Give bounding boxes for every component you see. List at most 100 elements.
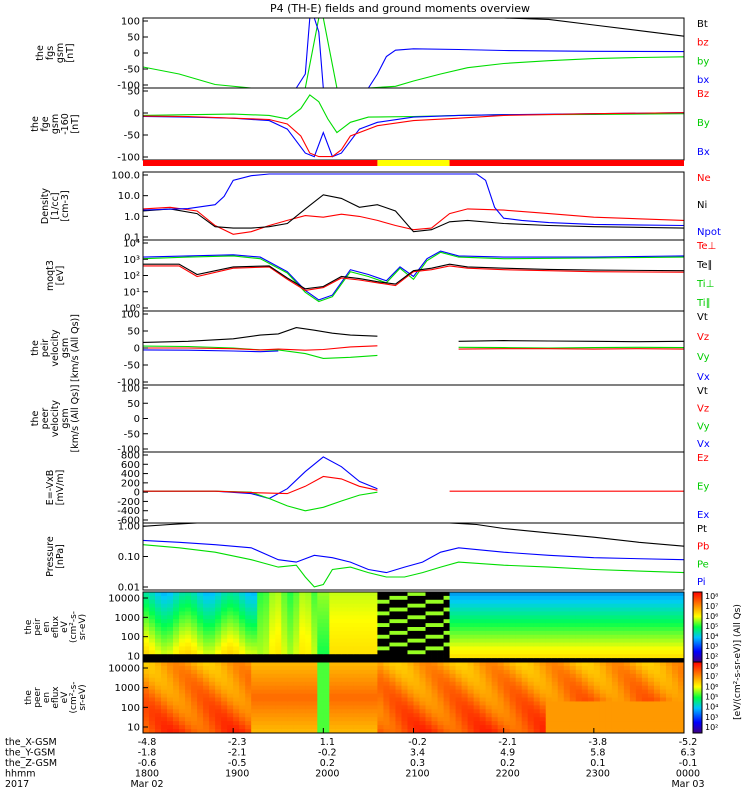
spectrogram-cell bbox=[191, 627, 198, 632]
spectrogram-cell bbox=[557, 669, 565, 675]
series-line bbox=[143, 18, 684, 88]
spectrogram-cell bbox=[677, 646, 685, 651]
spectrogram-cell bbox=[395, 681, 402, 687]
spectrogram-cell bbox=[341, 713, 348, 718]
spectrogram-cell bbox=[335, 693, 342, 698]
spectrogram-cell bbox=[623, 705, 631, 710]
spectrogram-cell bbox=[317, 619, 324, 624]
spectrogram-cell bbox=[431, 705, 438, 710]
spectrogram-cell bbox=[191, 634, 198, 640]
spectrogram-cell bbox=[521, 685, 529, 691]
spectrogram-cell bbox=[419, 634, 426, 640]
spectrogram-cell bbox=[371, 677, 378, 683]
spectrogram-cell bbox=[305, 619, 312, 624]
spectrogram-cell bbox=[569, 619, 577, 624]
spectrogram-cell bbox=[629, 654, 637, 659]
y-tick-label: 100 bbox=[121, 310, 140, 321]
spectrogram-cell bbox=[467, 592, 475, 597]
spectrogram-cell bbox=[623, 713, 631, 718]
spectrogram-cell bbox=[311, 685, 318, 691]
spectrogram-cell bbox=[203, 689, 210, 694]
spectrogram-cell bbox=[611, 665, 619, 671]
spectrogram-cell bbox=[623, 634, 631, 640]
spectrogram-cell bbox=[647, 681, 655, 687]
spectrogram-cell bbox=[485, 642, 493, 647]
spectrogram-cell bbox=[425, 623, 432, 628]
spectrogram-cell bbox=[335, 685, 342, 691]
axis-row-value: 1.1 bbox=[320, 737, 335, 748]
spectrogram-cell bbox=[653, 634, 661, 640]
spectrogram-cell bbox=[413, 654, 420, 659]
spectrogram-cell bbox=[515, 595, 523, 601]
spectrogram-cell bbox=[527, 650, 535, 655]
spectrogram-cell bbox=[473, 725, 481, 730]
spectrogram-cell bbox=[431, 697, 438, 702]
spectrogram-cell bbox=[569, 646, 577, 651]
spectrogram-cell bbox=[653, 650, 661, 655]
spectrogram-cell bbox=[347, 665, 354, 671]
spectrogram-cell bbox=[203, 599, 210, 605]
spectrogram-cell bbox=[677, 669, 685, 675]
panel-frame bbox=[142, 384, 685, 453]
spectrogram-cell bbox=[275, 697, 282, 702]
spectrogram-cell bbox=[485, 701, 493, 706]
spectrogram-cell bbox=[545, 697, 553, 702]
spectrogram-cell bbox=[323, 595, 330, 601]
spectrogram-cell bbox=[209, 642, 216, 647]
spectrogram-cell bbox=[341, 619, 348, 624]
spectrogram-cell bbox=[521, 638, 529, 643]
spectrogram-cell bbox=[233, 638, 240, 643]
spectrogram-cell bbox=[611, 646, 619, 651]
spectrogram-cell bbox=[269, 685, 276, 691]
spectrogram-cell bbox=[677, 725, 685, 730]
spectrogram-cell bbox=[371, 658, 378, 663]
spectrogram-cell bbox=[389, 599, 396, 605]
spectrogram-cell bbox=[239, 685, 246, 691]
spectrogram-cell bbox=[245, 705, 252, 710]
spectrogram-cell bbox=[293, 627, 300, 632]
spectrogram-cell bbox=[491, 607, 499, 612]
spectrogram-cell bbox=[473, 705, 481, 710]
y-axis-label: Density bbox=[40, 188, 51, 224]
spectrogram-cell bbox=[671, 693, 679, 698]
y-axis-label: the bbox=[30, 116, 41, 132]
spectrogram-cell bbox=[389, 705, 396, 710]
spectrogram-cell bbox=[605, 603, 613, 608]
spectrogram-cell bbox=[239, 709, 246, 714]
spectrogram-cell bbox=[197, 721, 204, 726]
y-tick-label: -50 bbox=[124, 131, 140, 142]
spectrogram-cell bbox=[653, 623, 661, 628]
spectrogram-cell bbox=[215, 669, 222, 675]
panel-series-group bbox=[143, 456, 684, 512]
spectrogram-cell bbox=[221, 658, 228, 663]
spectrogram-cell bbox=[407, 607, 414, 612]
spectrogram-cell bbox=[533, 673, 541, 679]
spectrogram-cell bbox=[191, 611, 198, 616]
spectrogram-cell bbox=[245, 689, 252, 694]
spectrogram-cell bbox=[359, 709, 366, 714]
spectrogram-cell bbox=[635, 595, 643, 601]
spectrogram-cell bbox=[641, 662, 649, 667]
spectrogram-cell bbox=[347, 709, 354, 714]
spectrogram-cell bbox=[299, 665, 306, 671]
spectrogram-cell bbox=[401, 729, 408, 734]
spectrogram-cell bbox=[185, 669, 192, 675]
spectrogram-cell bbox=[497, 717, 505, 722]
spectrogram-cell bbox=[629, 713, 637, 718]
spectrogram-cell bbox=[473, 650, 481, 655]
spectrogram-cell bbox=[671, 646, 679, 651]
spectrogram-cell bbox=[551, 669, 559, 675]
spectrogram-cell bbox=[359, 693, 366, 698]
spectrogram-cell bbox=[593, 638, 601, 643]
spectrogram-cell bbox=[347, 595, 354, 601]
axis-row-value: -0.5 bbox=[228, 758, 247, 769]
spectrogram-cell bbox=[413, 646, 420, 651]
spectrogram-cell bbox=[677, 665, 685, 671]
spectrogram-cell bbox=[221, 627, 228, 632]
spectrogram-cell bbox=[197, 646, 204, 651]
spectrogram-cell bbox=[191, 681, 198, 687]
spectrogram-cell bbox=[671, 627, 679, 632]
spectrogram-cell bbox=[185, 689, 192, 694]
spectrogram-cell bbox=[485, 677, 493, 683]
spectrogram-cell bbox=[311, 705, 318, 710]
